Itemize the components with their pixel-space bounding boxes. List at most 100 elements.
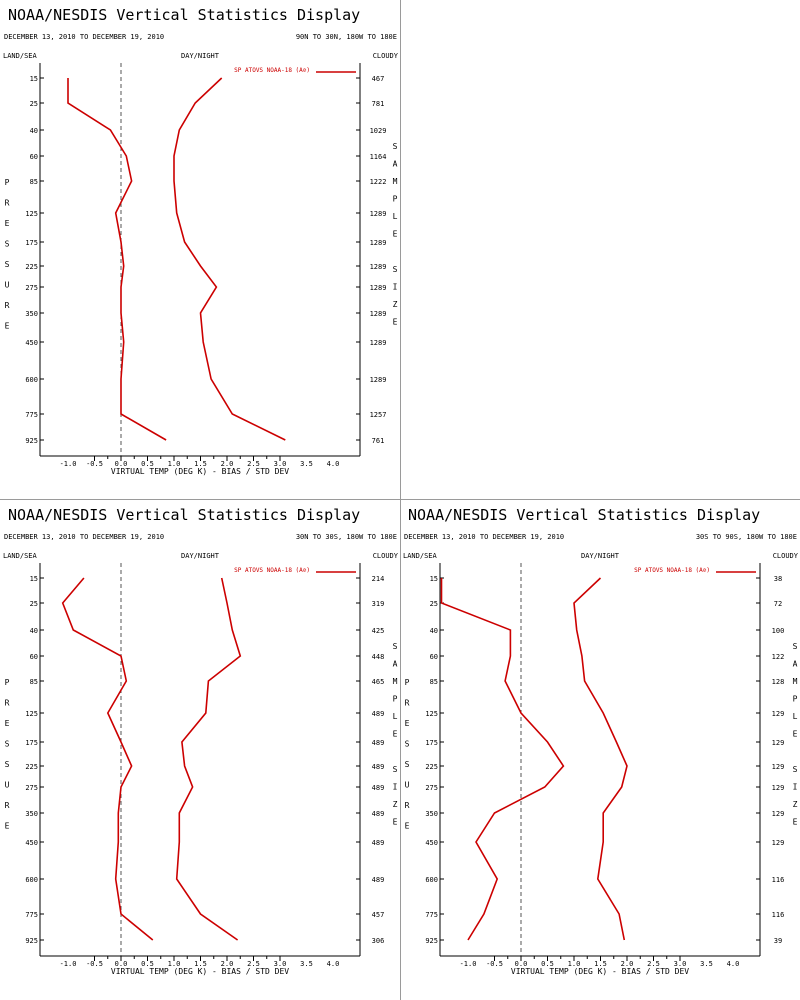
chart-panel-2: NOAA/NESDIS Vertical Statistics Display D… [0, 500, 400, 1000]
pressure-label: 85 [430, 678, 438, 686]
region-label: 90N TO 30N, 180W TO 180E [296, 33, 397, 41]
pressure-label: 600 [425, 876, 438, 884]
land-sea-label: LAND/SEA [3, 552, 38, 560]
pressure-label: 275 [25, 284, 38, 292]
pressure-label: 350 [425, 810, 438, 818]
sample-size-label: 1257 [370, 411, 387, 419]
sample-size-title-letter: L [393, 712, 398, 721]
pressure-label: 15 [30, 75, 38, 83]
sample-size-title-letter: Z [393, 800, 398, 809]
pressure-label: 15 [30, 575, 38, 583]
sample-size-title-letter: E [793, 730, 798, 739]
x-tick-label: 4.0 [727, 960, 740, 968]
bias-series-line [61, 577, 154, 941]
bias-series-line [67, 78, 167, 441]
pressure-label: 600 [25, 376, 38, 384]
sample-size-label: 129 [772, 810, 785, 818]
pressure-label: 125 [25, 210, 38, 218]
pressure-title-letter: R [5, 801, 10, 810]
sample-size-label: 457 [372, 911, 385, 919]
chart-svg-1: NOAA/NESDIS Vertical Statistics Display D… [3, 6, 399, 476]
x-tick-label: -1.0 [60, 960, 77, 968]
sample-size-title-letter: M [793, 677, 798, 686]
sample-size-label: 122 [772, 653, 785, 661]
land-sea-label: LAND/SEA [3, 52, 38, 60]
legend-label: SP ATOVS NOAA-18 (A⊘) [234, 67, 310, 74]
pressure-label: 225 [25, 263, 38, 271]
pressure-title-letter: P [405, 678, 410, 687]
chart-panel-3: NOAA/NESDIS Vertical Statistics Display D… [400, 500, 800, 1000]
x-tick-label: 2.5 [247, 460, 260, 468]
sample-size-title-letter: A [393, 160, 398, 169]
region-label: 30N TO 30S, 180W TO 180E [296, 533, 397, 541]
pressure-title-letter: E [5, 322, 10, 331]
sample-size-title-letter: M [393, 177, 398, 186]
pressure-label: 350 [25, 810, 38, 818]
x-axis-label: VIRTUAL TEMP (DEG K) - BIAS / STD DEV [111, 967, 289, 976]
x-tick-label: 0.5 [141, 460, 154, 468]
sample-size-title-letter: E [393, 230, 398, 239]
pressure-label: 225 [25, 763, 38, 771]
sample-size-title-letter: S [393, 642, 398, 651]
sample-size-title-letter: M [393, 677, 398, 686]
x-tick-label: 1.5 [594, 960, 607, 968]
pressure-title-letter: U [5, 281, 10, 290]
pressure-title-letter: S [5, 760, 10, 769]
sample-size-title-letter: S [393, 765, 398, 774]
pressure-label: 275 [25, 784, 38, 792]
x-tick-label: -0.5 [86, 460, 103, 468]
pressure-title-letter: E [5, 719, 10, 728]
pressure-title-letter: R [5, 199, 10, 208]
pressure-label: 450 [25, 839, 38, 847]
pressure-label: 60 [430, 653, 438, 661]
horizontal-divider [0, 499, 800, 500]
x-tick-label: 2.0 [621, 960, 634, 968]
sample-size-title-letter: L [393, 212, 398, 221]
pressure-title-letter: R [405, 699, 410, 708]
chart-title: NOAA/NESDIS Vertical Statistics Display [408, 506, 760, 524]
x-tick-label: -0.5 [86, 960, 103, 968]
pressure-label: 450 [25, 339, 38, 347]
pressure-label: 175 [25, 239, 38, 247]
x-tick-label: -0.5 [486, 960, 503, 968]
pressure-label: 15 [430, 575, 438, 583]
x-tick-label: 2.0 [221, 460, 234, 468]
x-tick-label: 1.0 [168, 960, 181, 968]
x-tick-label: 2.5 [247, 960, 260, 968]
x-tick-label: 0.0 [515, 960, 528, 968]
pressure-label: 85 [30, 678, 38, 686]
pressure-label: 275 [425, 784, 438, 792]
x-tick-label: 4.0 [327, 460, 340, 468]
sample-size-label: 1289 [370, 284, 387, 292]
pressure-title-letter: R [5, 301, 10, 310]
x-tick-label: 1.5 [194, 460, 207, 468]
pressure-title-letter: P [5, 678, 10, 687]
sample-size-label: 306 [372, 937, 385, 945]
pressure-label: 925 [25, 437, 38, 445]
day-night-label: DAY/NIGHT [181, 552, 220, 560]
std-dev-series-line [175, 577, 242, 941]
x-tick-label: 3.0 [274, 460, 287, 468]
date-range: DECEMBER 13, 2010 TO DECEMBER 19, 2010 [404, 533, 564, 541]
sample-size-label: 1289 [370, 263, 387, 271]
pressure-title-letter: R [405, 801, 410, 810]
pressure-label: 450 [425, 839, 438, 847]
pressure-label: 40 [30, 127, 38, 135]
pressure-label: 40 [430, 627, 438, 635]
std-dev-series-line [173, 77, 286, 441]
pressure-title-letter: S [5, 260, 10, 269]
sample-size-label: 129 [772, 763, 785, 771]
sample-size-label: 425 [372, 627, 385, 635]
sample-size-label: 129 [772, 710, 785, 718]
x-tick-label: 2.0 [221, 960, 234, 968]
sample-size-label: 39 [774, 937, 782, 945]
pressure-title-letter: R [5, 699, 10, 708]
pressure-label: 775 [25, 911, 38, 919]
sample-size-title-letter: E [393, 730, 398, 739]
x-tick-label: -1.0 [460, 960, 477, 968]
x-tick-label: 3.0 [274, 960, 287, 968]
pressure-label: 350 [25, 310, 38, 318]
sample-size-label: 100 [772, 627, 785, 635]
sample-size-label: 489 [372, 739, 385, 747]
pressure-title-letter: E [405, 719, 410, 728]
